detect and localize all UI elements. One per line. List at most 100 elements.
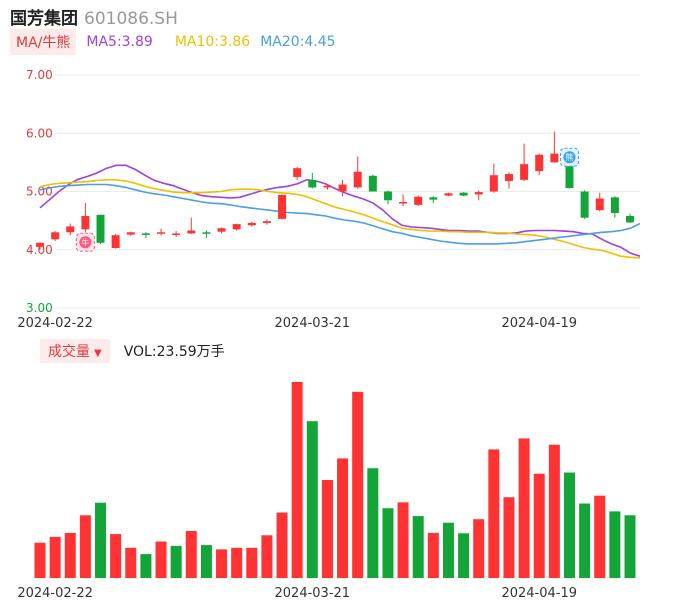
volume-bar <box>367 468 379 578</box>
ma5-label: MA5:3.89 <box>86 34 153 50</box>
candle-body <box>535 154 544 172</box>
volume-bar <box>95 502 107 578</box>
volume-x-tick-label: 2024-02-22 <box>17 586 93 601</box>
volume-bar <box>64 532 76 578</box>
candle-body <box>610 197 619 214</box>
volume-indicator-button[interactable]: 成交量 ▼ <box>40 339 110 363</box>
candle-body <box>111 235 120 249</box>
candle-body <box>66 226 75 233</box>
candle-body <box>247 222 256 226</box>
volume-bar <box>49 536 61 578</box>
candle-body <box>414 196 423 205</box>
candle-body <box>459 192 468 196</box>
volume-bar <box>427 532 439 578</box>
ma5-line <box>39 164 641 257</box>
candle-body <box>262 221 271 223</box>
volume-bar <box>442 522 454 578</box>
volume-bar <box>231 547 243 578</box>
ma20-label: MA20:4.45 <box>260 34 336 50</box>
volume-bar <box>488 449 500 578</box>
y-tick-label: 3.00 <box>26 301 53 315</box>
candle-body <box>368 175 377 192</box>
x-tick-label: 2024-04-19 <box>501 316 577 331</box>
volume-bar <box>579 503 591 578</box>
volume-bar <box>170 545 182 578</box>
caret-down-icon: ▼ <box>94 348 102 359</box>
volume-bar <box>458 533 470 578</box>
volume-bar <box>291 382 303 578</box>
volume-bar <box>185 530 197 578</box>
bear-label: 熊 <box>565 152 573 162</box>
candle-body <box>626 215 634 223</box>
candle-body <box>444 193 453 196</box>
bull-icon <box>79 236 92 249</box>
volume-bar <box>276 512 288 578</box>
stock-name: 国芳集团 <box>10 9 78 29</box>
candle-body <box>399 201 408 204</box>
ma-legend: MA/牛熊 MA5:3.89 MA10:3.86 MA20:4.45 <box>10 29 336 55</box>
volume-bar <box>352 391 364 578</box>
candle-body <box>126 232 135 235</box>
volume-bar <box>337 458 349 578</box>
ma20-line <box>39 183 641 245</box>
bear-icon <box>563 151 576 164</box>
volume-bar <box>624 515 636 578</box>
volume-x-tick-label: 2024-04-19 <box>501 586 577 601</box>
x-tick-label: 2024-02-22 <box>17 316 93 331</box>
candle-body <box>36 242 44 247</box>
volume-legend: 成交量 ▼ VOL:23.59万手 <box>40 339 225 363</box>
candle-body <box>278 194 287 219</box>
volume-bar <box>34 542 46 578</box>
volume-bar <box>125 547 137 578</box>
candle-body <box>565 161 574 189</box>
candle-body <box>489 175 498 192</box>
volume-bar <box>246 547 258 578</box>
volume-bar <box>140 554 152 578</box>
candle-body <box>474 192 483 195</box>
volume-bar <box>155 541 167 578</box>
candle-body <box>141 233 150 235</box>
volume-bar <box>473 519 485 578</box>
y-tick-label: 4.00 <box>26 243 53 257</box>
ma-indicator-button[interactable]: MA/牛熊 <box>10 29 77 55</box>
volume-bar <box>609 511 621 578</box>
y-tick-label: 6.00 <box>26 126 53 140</box>
candle-body <box>323 185 332 188</box>
volume-button-label: 成交量 <box>48 344 90 360</box>
y-tick-label: 5.00 <box>26 185 53 199</box>
candle-body <box>308 179 317 188</box>
candle-body <box>51 232 60 240</box>
ma10-label: MA10:3.86 <box>174 34 251 50</box>
volume-value: VOL:23.59万手 <box>123 344 225 360</box>
candle-body <box>187 230 196 234</box>
candle-body <box>202 232 211 234</box>
candle-body <box>353 171 362 188</box>
stock-code: 601086.SH <box>84 9 178 29</box>
ma10-line <box>39 179 641 259</box>
y-tick-label: 7.00 <box>26 68 53 82</box>
volume-bar <box>382 508 394 578</box>
volume-bar <box>533 473 545 578</box>
volume-bar <box>518 438 530 578</box>
candle-body <box>504 174 513 182</box>
volume-bar <box>321 480 333 578</box>
candle-body <box>157 232 166 234</box>
bull-label: 牛 <box>81 237 89 247</box>
candle-body <box>383 191 392 201</box>
candle-body <box>429 197 438 200</box>
candle-body <box>520 164 529 180</box>
volume-bar <box>200 545 212 578</box>
candle-body <box>595 198 604 211</box>
volume-bar <box>397 502 409 578</box>
volume-bar <box>216 549 228 578</box>
volume-bar <box>548 444 560 578</box>
volume-bar <box>412 516 424 578</box>
candle-body <box>550 153 559 163</box>
volume-bar <box>563 472 575 578</box>
x-tick-label: 2024-03-21 <box>275 316 351 331</box>
volume-bar <box>79 515 91 578</box>
stock-header: 国芳集团 601086.SH <box>10 4 178 29</box>
candle-body <box>217 228 226 232</box>
volume-bar <box>261 535 273 578</box>
